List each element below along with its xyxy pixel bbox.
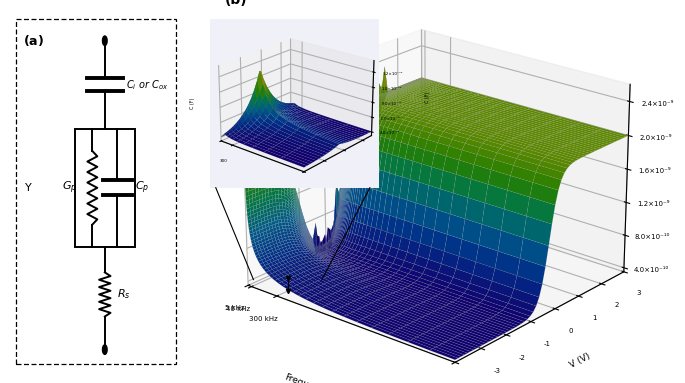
Text: $C_p$: $C_p$ bbox=[135, 180, 149, 196]
Text: Y: Y bbox=[25, 183, 32, 193]
Text: $\mathbf{(a)}$: $\mathbf{(a)}$ bbox=[23, 33, 44, 48]
Text: $R_s$: $R_s$ bbox=[117, 288, 131, 301]
Text: $G_p$: $G_p$ bbox=[62, 180, 77, 196]
Circle shape bbox=[103, 345, 107, 354]
Circle shape bbox=[103, 36, 107, 46]
Text: $C_i\ or\ C_{ox}$: $C_i\ or\ C_{ox}$ bbox=[126, 78, 169, 92]
X-axis label: Frequency: Frequency bbox=[283, 373, 330, 383]
Text: C (F): C (F) bbox=[190, 98, 195, 109]
Text: (b): (b) bbox=[225, 0, 248, 8]
Y-axis label: V (V): V (V) bbox=[569, 351, 592, 370]
